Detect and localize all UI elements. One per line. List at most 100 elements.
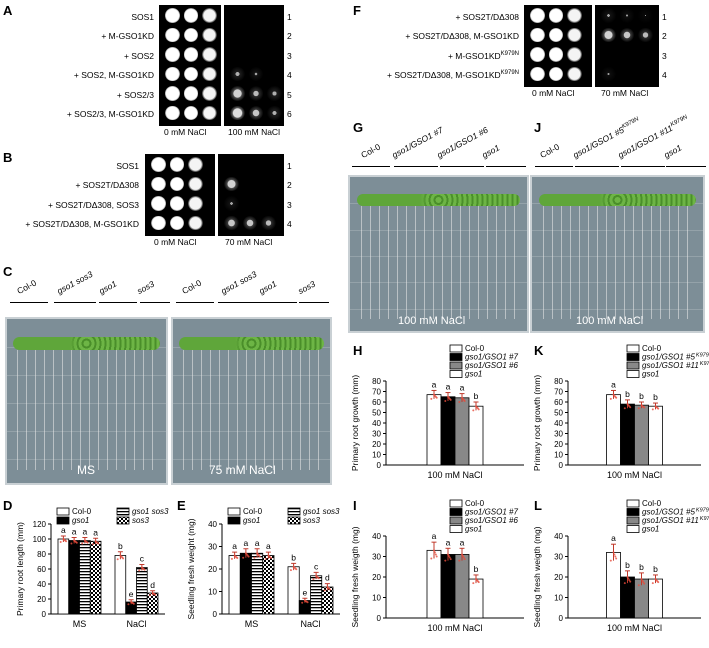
category-label: 100 mM NaCl [427,623,482,633]
genotype-label: sos3 [135,278,156,296]
genotype-underline [10,302,48,303]
data-point [148,594,151,597]
yeast-spot [548,66,563,81]
genotype-label: Col-0 [538,141,561,160]
y-tick-label: 10 [554,594,563,603]
yeast-spot [224,176,239,191]
y-tick-label: 60 [372,398,381,407]
data-point [253,556,256,559]
data-point [475,578,477,581]
data-point [462,556,465,559]
y-tick-label: 20 [208,565,217,574]
yeast-spot [151,215,166,230]
y-tick-label: 40 [37,580,46,589]
yeast-plate [145,154,215,236]
panel-letter-d: D [3,498,13,513]
y-tick-label: 30 [372,553,381,562]
legend-swatch [449,508,463,516]
data-point [119,554,122,557]
yeast-spot [151,176,166,191]
strain-superscript: K979N [500,70,519,77]
bar-chart-l: 0 10 20 30 40 Seedling fresh weigth (mg) a b b b 1… [532,499,709,642]
data-point [623,582,626,585]
row-number: 1 [287,160,292,171]
yeast-spot [567,47,582,62]
data-point [626,403,629,406]
data-point [615,557,618,560]
yeast-spot [165,86,180,101]
data-point [434,553,437,556]
data-point [609,559,612,562]
genotype-underline [259,302,297,303]
significance-letter: a [432,379,437,389]
yeast-spot [267,105,282,120]
legend-label: Col-0 [72,507,92,516]
legend-label: gso1/GSO1 #7 [465,353,518,362]
genotype-superscript: K979N [669,114,689,129]
yeast-spot [165,47,180,62]
bar [287,566,300,615]
legend-label: gso1 [642,370,659,379]
yeast-spot [151,196,166,211]
data-point [612,393,615,396]
yeast-spot [188,215,203,230]
significance-letter: c [140,554,145,564]
yeast-spot [530,66,545,81]
data-point [444,559,447,562]
y-tick-label: 10 [372,594,381,603]
y-axis-label: Primary root length (mm) [15,522,25,616]
yeast-spot [248,66,263,81]
bar [648,405,663,466]
seedling-plate-photo: 100 mM NaCl [530,175,705,333]
seedling-leaves [538,193,697,207]
data-point [463,558,466,561]
yeast-spot [202,66,217,81]
data-point [303,599,306,602]
legend-label: Col-0 [642,499,662,508]
strain-label: + M-GSO1KD [101,31,154,42]
legend-label: Col-0 [465,499,485,508]
data-point [267,554,270,557]
legend-label-text: gso1 sos3 [132,507,169,516]
yeast-spot [224,215,239,230]
bar [79,540,91,615]
yeast-spot [261,215,276,230]
data-point [447,395,449,398]
bar [440,396,456,466]
genotype-underline [218,302,260,303]
legend-label: gso1/GSO1 #6 [465,361,518,370]
y-tick-label: 120 [33,520,47,529]
yeast-spot [202,86,217,101]
y-axis-label: Seedling fresh weight (mg) [186,518,196,619]
data-point [256,552,259,555]
yeast-spot [530,27,545,42]
panel-letter-b: B [3,150,13,165]
significance-letter: b [639,562,644,572]
condition-label: 100 mM NaCl [228,127,280,137]
genotype-superscript: K979N [621,116,641,131]
significance-letter: a [72,527,77,537]
legend-label-text: gso1 [465,370,482,379]
legend-label: Col-0 [243,507,263,516]
data-point [433,549,435,552]
data-point [640,404,643,407]
legend-superscript: K979N [696,353,709,359]
significance-letter: a [446,537,451,547]
y-tick-label: 10 [208,588,217,597]
significance-letter: b [653,392,658,402]
significance-letter: a [255,538,260,548]
legend-swatch [116,507,130,516]
row-number: 4 [662,70,667,81]
panel-letter-h: H [353,343,363,358]
yeast-spot [242,215,257,230]
legend-swatch [626,344,640,353]
significance-letter: a [611,379,616,389]
yeast-spot [248,105,263,120]
row-number: 4 [287,219,292,230]
seedling-plate-photo: MS [5,317,168,485]
row-number: 3 [287,50,292,61]
genotype-underline [54,302,96,303]
data-point [62,538,65,540]
y-tick-label: 0 [559,461,564,470]
